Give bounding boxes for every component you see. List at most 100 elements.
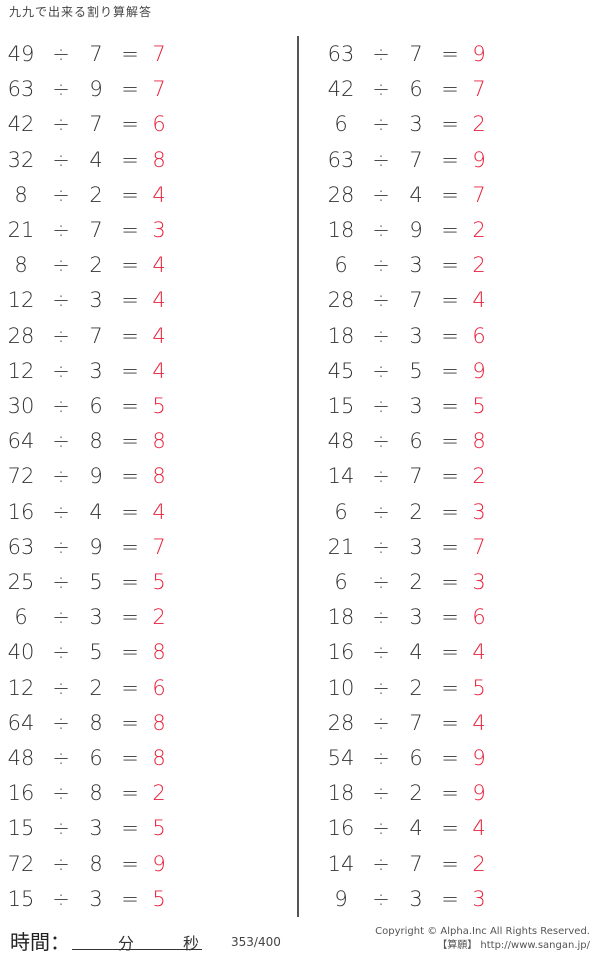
equals-sign: = [121,499,139,524]
site-link[interactable]: 【算願】 http://www.sangan.jp/ [437,940,590,951]
dividend: 12 [7,288,35,313]
divisor: 3 [409,394,423,418]
divide-sign: ÷ [372,77,390,102]
equals-sign: = [441,746,459,770]
divide-sign: ÷ [52,851,70,876]
problem-row: 8 ÷ 2 = 4 [0,180,260,210]
divisor: 3 [89,358,103,383]
divide-sign: ÷ [372,147,390,172]
dividend: 16 [327,816,355,841]
dividend: 12 [7,675,35,700]
divisor: 2 [409,499,423,524]
divide-sign: ÷ [52,816,70,841]
answer: 4 [472,288,486,313]
equals-sign: = [121,640,139,665]
divide-sign: ÷ [372,886,390,911]
answer: 5 [152,570,166,594]
answer: 5 [472,394,486,418]
divide-sign: ÷ [52,429,70,454]
problem-row: 9 ÷ 3 = 3 [320,884,580,914]
problem-row: 42 ÷ 7 = 6 [0,109,260,139]
answer: 7 [472,534,486,559]
divide-sign: ÷ [52,464,70,489]
equals-sign: = [441,288,459,313]
divide-sign: ÷ [372,464,390,489]
dividend: 18 [327,323,355,348]
divide-sign: ÷ [52,147,70,172]
problem-row: 18 ÷ 3 = 6 [320,321,580,351]
divisor: 6 [409,429,423,454]
dividend: 16 [327,640,355,665]
equals-sign: = [441,77,459,102]
problem-row: 48 ÷ 6 = 8 [320,426,580,456]
answer: 9 [152,851,166,876]
dividend: 21 [7,218,35,242]
equals-sign: = [441,570,459,594]
dividend: 14 [327,851,355,876]
problem-row: 42 ÷ 6 = 7 [320,74,580,104]
problem-row: 64 ÷ 8 = 8 [0,426,260,456]
divisor: 8 [89,851,103,876]
problem-row: 72 ÷ 8 = 9 [0,849,260,879]
answer: 9 [472,147,486,172]
divisor: 3 [409,253,423,278]
divide-sign: ÷ [52,182,70,207]
equals-sign: = [121,886,139,911]
divisor: 4 [409,182,423,207]
equals-sign: = [441,499,459,524]
answer: 4 [152,288,166,313]
problem-row: 6 ÷ 3 = 2 [320,250,580,280]
dividend: 72 [7,464,35,489]
divisor: 3 [409,534,423,559]
problem-row: 16 ÷ 4 = 4 [320,637,580,667]
equals-sign: = [121,851,139,876]
dividend: 40 [7,640,35,665]
problem-row: 14 ÷ 7 = 2 [320,461,580,491]
divisor: 5 [409,358,423,383]
divisor: 7 [89,323,103,348]
divide-sign: ÷ [372,605,390,630]
divisor: 7 [409,710,423,735]
dividend: 64 [7,429,35,454]
divisor: 2 [89,675,103,700]
divisor: 7 [409,464,423,489]
answer: 9 [472,42,486,66]
divisor: 3 [409,112,423,137]
answer: 4 [152,182,166,207]
equals-sign: = [441,781,459,806]
divide-sign: ÷ [52,675,70,700]
answer: 3 [472,499,486,524]
answer: 7 [472,182,486,207]
problem-row: 6 ÷ 3 = 2 [0,602,260,632]
equals-sign: = [441,464,459,489]
answer: 9 [472,746,486,770]
time-label: 時間： [10,930,70,954]
divide-sign: ÷ [372,534,390,559]
divide-sign: ÷ [372,710,390,735]
problem-row: 10 ÷ 2 = 5 [320,673,580,703]
dividend: 30 [7,394,35,418]
divide-sign: ÷ [372,781,390,806]
answer: 6 [472,605,486,630]
divide-sign: ÷ [52,112,70,137]
equals-sign: = [121,464,139,489]
page-count: 353/400 [231,935,281,949]
divisor: 3 [409,886,423,911]
dividend: 48 [327,429,355,454]
seconds-label: 秒 [183,934,200,953]
dividend: 15 [327,394,355,418]
equals-sign: = [121,534,139,559]
time-underline [72,949,202,950]
divide-sign: ÷ [52,570,70,594]
divide-sign: ÷ [52,640,70,665]
divide-sign: ÷ [372,394,390,418]
equals-sign: = [121,429,139,454]
divisor: 7 [409,42,423,66]
answer: 5 [472,675,486,700]
divisor: 7 [89,112,103,137]
problem-row: 8 ÷ 2 = 4 [0,250,260,280]
divisor: 2 [409,781,423,806]
problem-row: 15 ÷ 3 = 5 [0,884,260,914]
answer: 5 [152,816,166,841]
problem-row: 54 ÷ 6 = 9 [320,743,580,773]
